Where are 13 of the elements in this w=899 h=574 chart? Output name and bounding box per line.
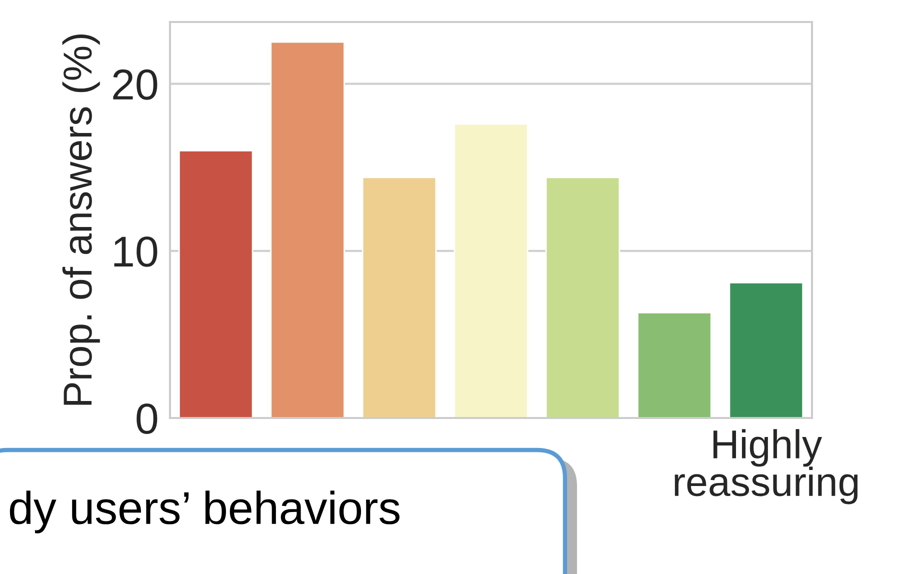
- bar: [454, 123, 528, 418]
- x-tick-label: Highly reassuring: [674, 429, 858, 504]
- y-tick-label: 0: [136, 404, 158, 434]
- bar: [178, 150, 254, 418]
- bar: [362, 176, 437, 418]
- y-axis-title: Prop. of answers (%): [62, 34, 100, 405]
- bar: [728, 282, 804, 418]
- bar: [545, 176, 620, 418]
- y-tick-label: 20: [113, 69, 158, 100]
- y-tick-label: 10: [114, 236, 158, 267]
- bar: [270, 41, 345, 418]
- text: dy users’ behaviors: [10, 490, 400, 534]
- bar: [637, 312, 712, 418]
